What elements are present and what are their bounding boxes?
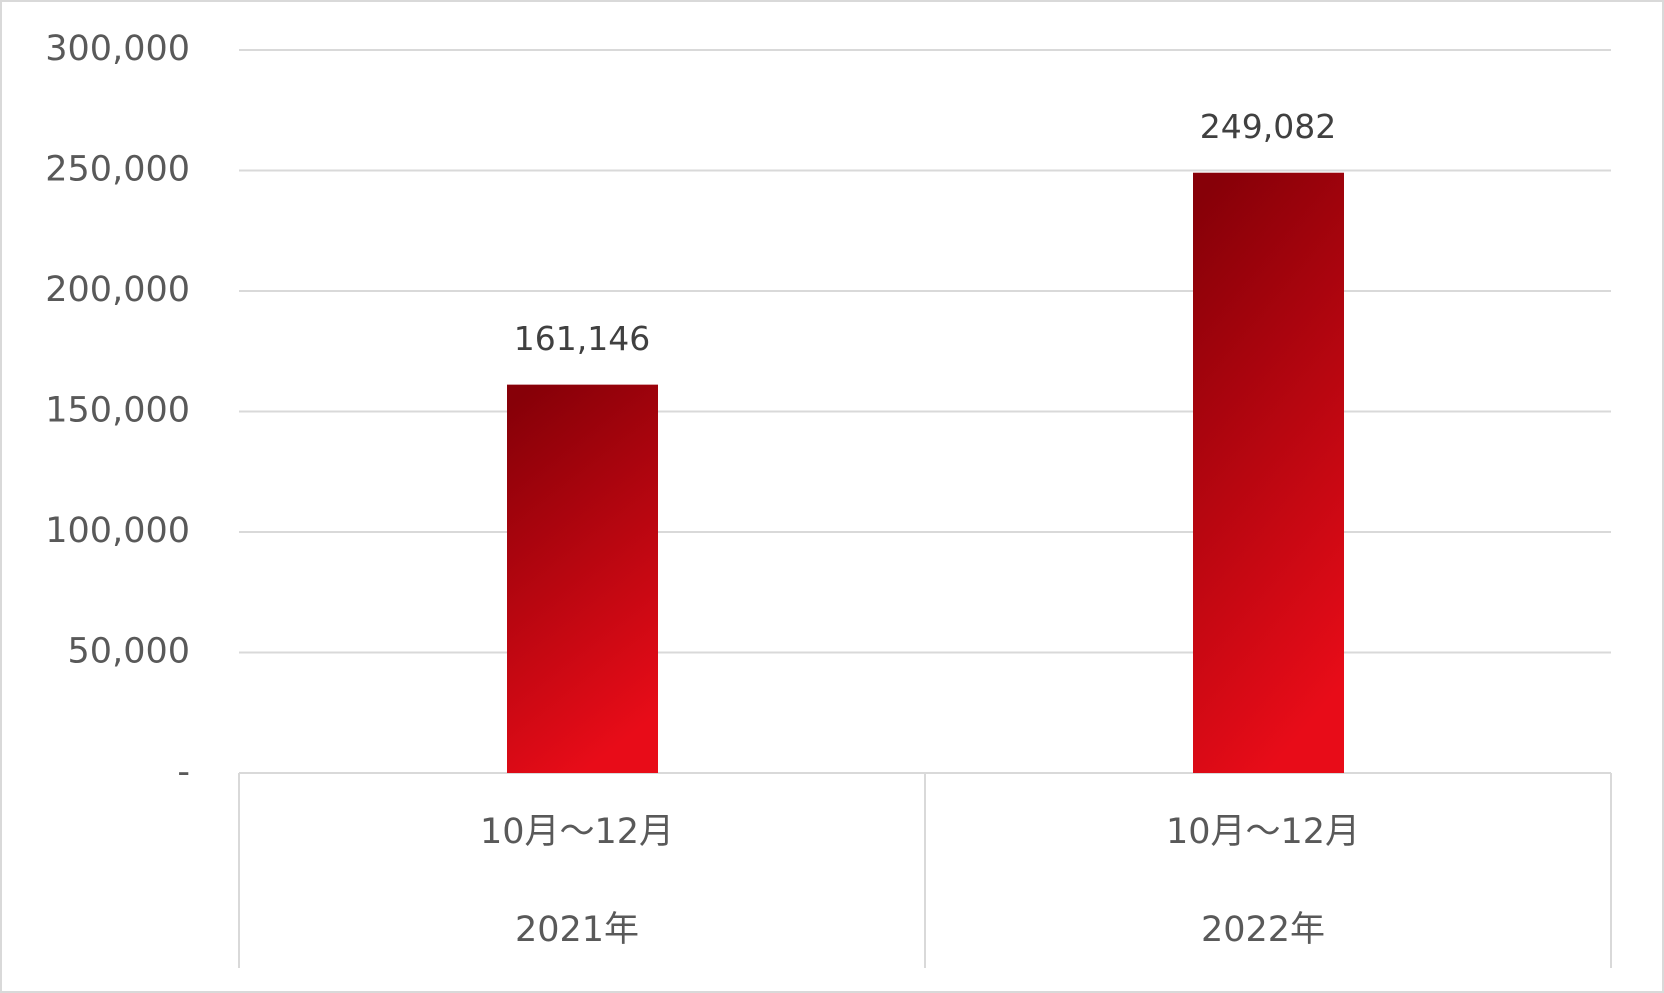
y-tick-label: - (177, 752, 190, 792)
y-tick-label: 100,000 (45, 511, 190, 551)
y-tick-label: 300,000 (45, 29, 190, 69)
y-tick-label: 250,000 (45, 150, 190, 190)
x-group-label: 2021年 (515, 910, 639, 950)
y-tick-label: 150,000 (45, 391, 190, 431)
value-label: 249,082 (1200, 107, 1336, 146)
x-group-label: 2022年 (1201, 910, 1325, 950)
y-tick-label: 200,000 (45, 270, 190, 310)
value-label: 161,146 (514, 319, 650, 358)
x-tick-label: 10月～12月 (1166, 812, 1360, 852)
y-tick-label: 50,000 (68, 632, 190, 672)
bar (1193, 172, 1344, 773)
bar (507, 384, 658, 773)
x-tick-label: 10月～12月 (480, 812, 674, 852)
